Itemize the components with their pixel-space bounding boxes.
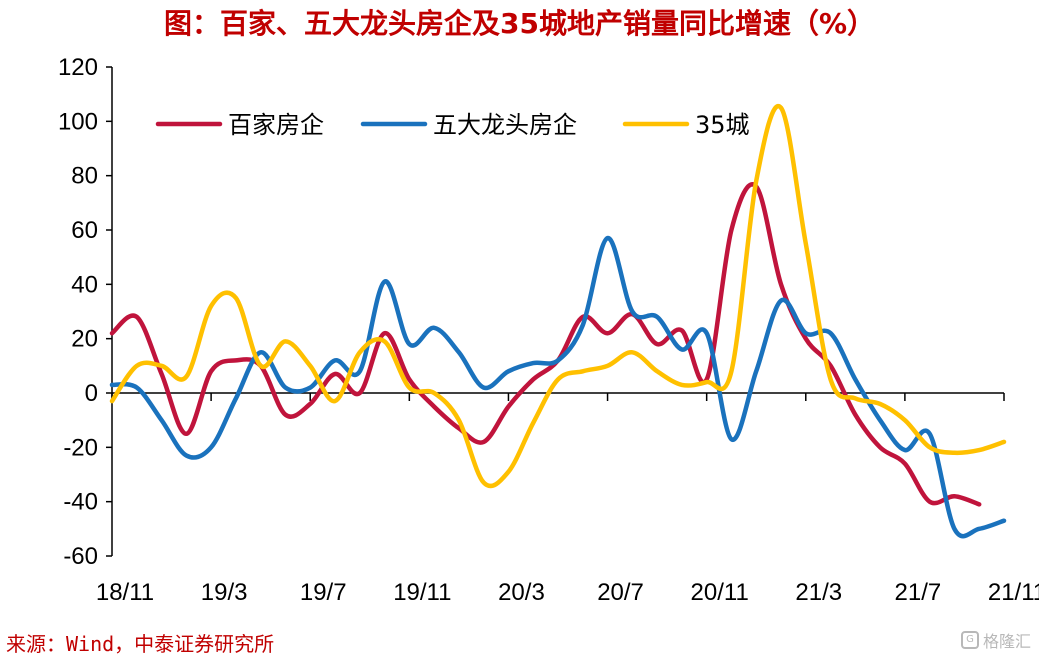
y-tick-label: 0: [85, 380, 98, 407]
y-tick-label: -20: [63, 434, 98, 461]
y-tick-label: 40: [71, 271, 98, 298]
legend: 百家房企 五大龙头房企 35城: [155, 111, 750, 139]
legend-label: 35城: [695, 111, 750, 139]
watermark: G 格隆汇: [960, 628, 1031, 652]
x-tick-label: 21/7: [895, 579, 942, 606]
chart-title: 图：百家、五大龙头房企及35城地产销量同比增速（%）: [163, 7, 876, 40]
axes: -60 -40 -20 0 20 40 60 80 100 120 18/11 19/3 19/7 19/…: [58, 54, 1039, 606]
y-tick-label: 100: [58, 108, 98, 135]
x-tick-label: 19/11: [393, 579, 451, 606]
gelonghui-logo-icon: G: [960, 631, 979, 649]
source-note: 来源：Wind，中泰证券研究所: [6, 632, 275, 656]
x-tick-label: 18/11: [96, 579, 154, 606]
y-tick-label: 120: [58, 54, 98, 81]
series-layer: [109, 103, 1007, 539]
y-tick-label: 60: [71, 217, 98, 244]
x-tick-label: 20/11: [691, 579, 749, 606]
y-tick-label: 80: [71, 163, 98, 190]
x-tick-label: 19/7: [300, 579, 347, 606]
series-line-baijia: [109, 182, 982, 507]
legend-label: 百家房企: [228, 111, 324, 139]
y-tick-label: -60: [63, 543, 98, 570]
series-line-35cities: [109, 103, 1007, 489]
y-tick-label: -40: [63, 489, 98, 516]
x-tick-label: 20/3: [498, 579, 545, 606]
x-tick-label: 19/3: [201, 579, 248, 606]
legend-label: 五大龙头房企: [433, 111, 577, 139]
watermark-text: 格隆汇: [982, 632, 1031, 651]
y-tick-label: 20: [71, 326, 98, 353]
x-tick-label: 21/3: [795, 579, 842, 606]
series-line-top5: [109, 235, 1007, 539]
x-tick-label: 21/11: [988, 579, 1039, 606]
x-tick-label: 20/7: [597, 579, 644, 606]
